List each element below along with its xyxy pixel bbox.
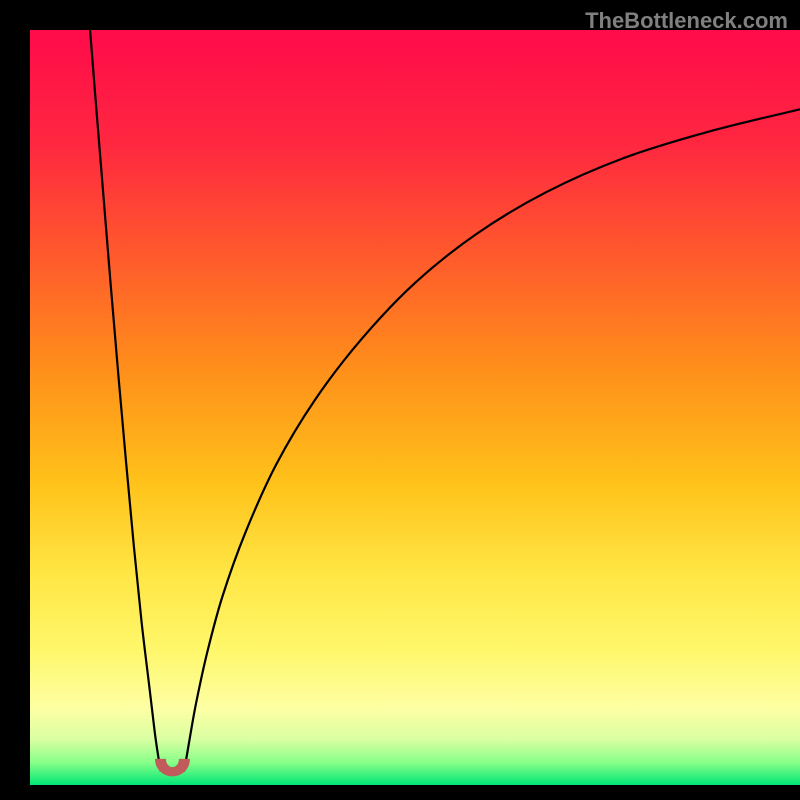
gradient-background [30, 30, 800, 785]
plot-svg [30, 30, 800, 785]
chart-container: TheBottleneck.com [0, 0, 800, 800]
